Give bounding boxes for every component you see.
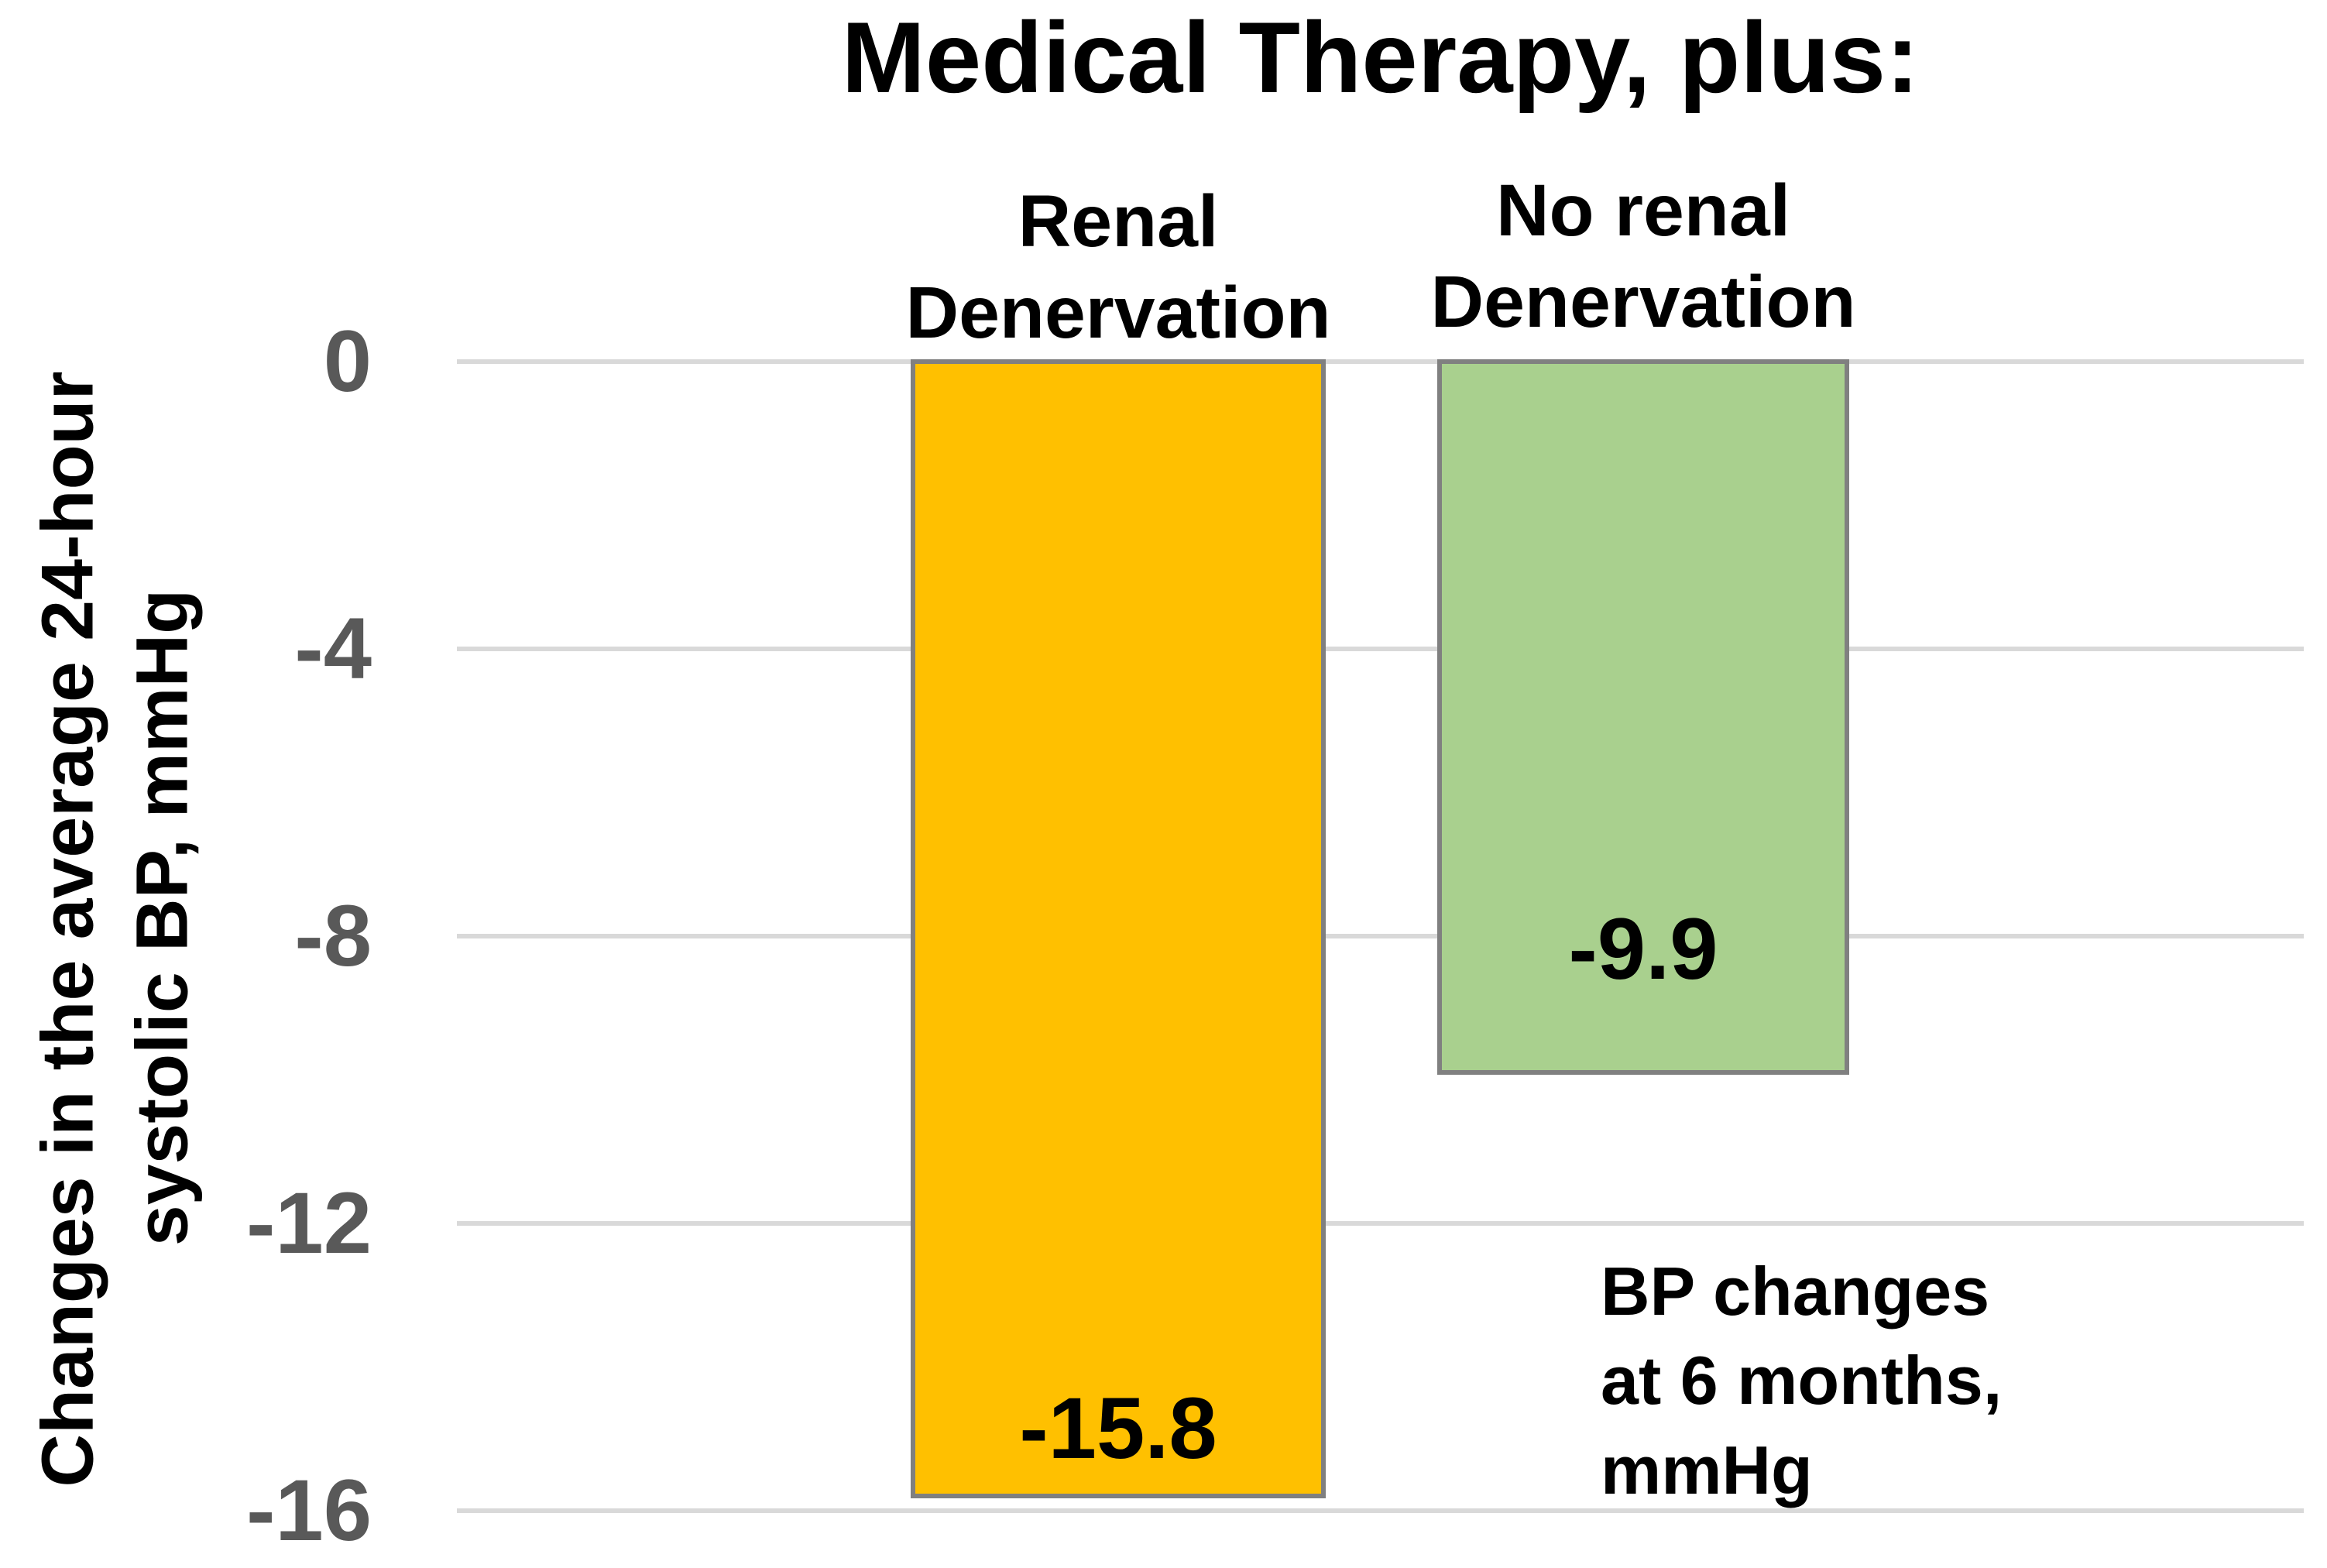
y-axis-title-line1: Changes in the average 24-hour — [26, 371, 109, 1487]
y-tick-minus4: -4 — [294, 600, 372, 697]
column-header-no-renal-denervation: No renal Denervation — [1430, 170, 1856, 343]
column-header-renal-denervation: Renal Denervation — [905, 180, 1331, 354]
gridline-minus4 — [457, 647, 2304, 651]
y-tick-0: 0 — [323, 313, 372, 410]
chart-title: Medical Therapy, plus: — [841, 1, 1920, 114]
bar-value-renal-denervation: -15.8 — [1019, 1380, 1217, 1477]
y-tick-minus8: -8 — [294, 887, 372, 984]
gridline-0 — [457, 359, 2304, 364]
bar-renal-denervation: -15.8 — [911, 359, 1326, 1498]
bar-value-no-renal-denervation: -9.9 — [1568, 901, 1718, 997]
bar-no-renal-denervation: -9.9 — [1437, 359, 1849, 1075]
y-tick-minus12: -12 — [246, 1175, 372, 1271]
y-tick-minus16: -16 — [246, 1462, 372, 1559]
annotation-bp-changes: BP changes at 6 months, mmHg — [1601, 1253, 2003, 1508]
gridline-minus8 — [457, 934, 2304, 938]
gridline-minus16 — [457, 1508, 2304, 1513]
gridline-minus12 — [457, 1221, 2304, 1226]
